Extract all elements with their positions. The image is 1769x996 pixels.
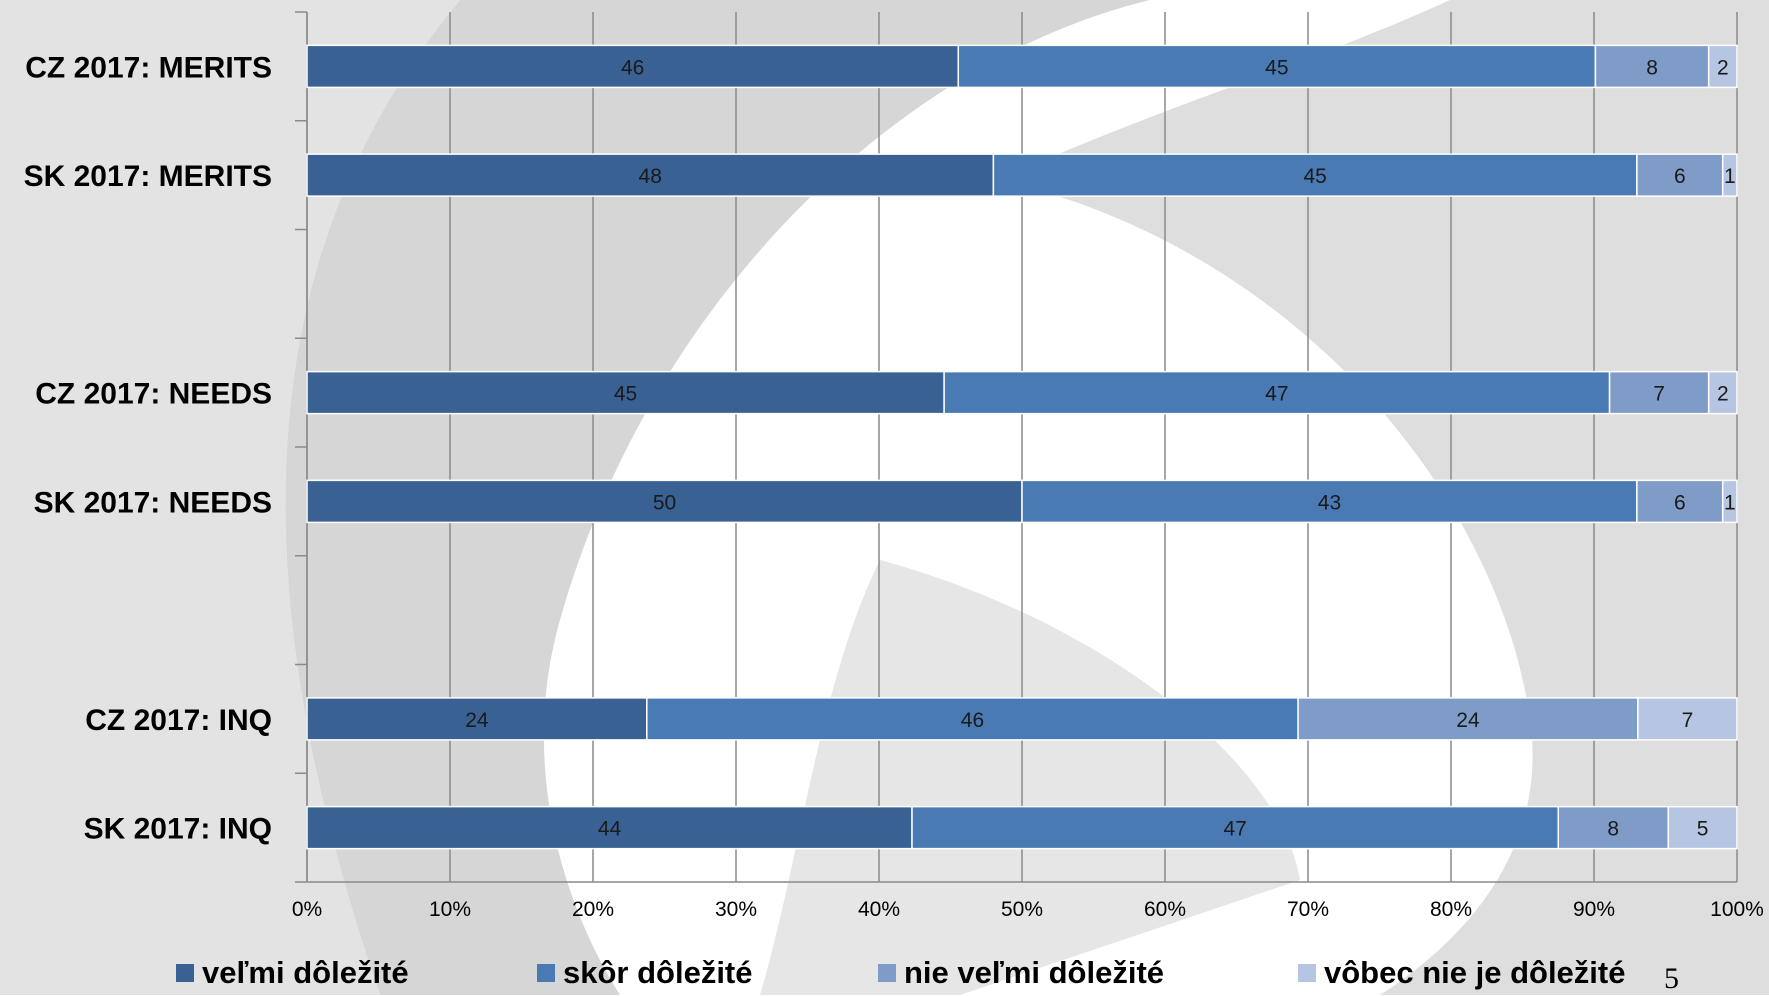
- legend-item-3: nie veľmi dôležité: [878, 955, 1164, 991]
- x-tick-label: 100%: [1710, 898, 1764, 921]
- data-label: 6: [1674, 165, 1686, 188]
- x-tick-label: 60%: [1144, 898, 1186, 921]
- data-label: 46: [961, 709, 984, 732]
- data-label: 1: [1724, 165, 1736, 188]
- bar-segment: [1021, 479, 1638, 524]
- data-label: 47: [1265, 383, 1288, 406]
- category-label: CZ 2017: NEEDS: [35, 378, 272, 411]
- data-label: 48: [639, 165, 662, 188]
- bar-segment: [1608, 370, 1710, 415]
- legend-swatch-3: [878, 964, 896, 982]
- legend-item-1: veľmi dôležité: [176, 955, 409, 991]
- bar-segment: [646, 697, 1299, 741]
- data-label: 7: [1682, 709, 1694, 732]
- legend: veľmi dôležité skôr dôležité nie veľmi d…: [0, 955, 1769, 995]
- bar-segment: [1594, 44, 1710, 89]
- bar-segment: [1297, 697, 1639, 741]
- axes: [295, 11, 1737, 883]
- labels: 0% 10% 20% 30% 40% 50% 60% 70% 80% 90% 100% CZ 2017…: [24, 51, 1764, 921]
- data-label: 5: [1697, 818, 1709, 841]
- bars: [306, 44, 1738, 850]
- data-label: 1: [1724, 491, 1736, 514]
- category-label: CZ 2017: INQ: [85, 704, 272, 737]
- data-label: 8: [1607, 818, 1619, 841]
- x-tick-label: 0%: [292, 898, 322, 921]
- x-tick-label: 50%: [1001, 898, 1043, 921]
- bar-segment: [1721, 479, 1738, 524]
- bar-segment: [992, 153, 1638, 197]
- category-label: CZ 2017: MERITS: [25, 51, 272, 84]
- bar-segment: [306, 153, 995, 197]
- bar-segment: [306, 697, 648, 741]
- bar-segment: [1636, 479, 1724, 524]
- data-label: 44: [598, 818, 622, 841]
- x-tick-label: 70%: [1287, 898, 1329, 921]
- legend-label-2: skôr dôležité: [563, 955, 753, 990]
- data-label: 2: [1717, 56, 1729, 79]
- data-label: 45: [1303, 165, 1326, 188]
- bar-segment: [1707, 370, 1738, 415]
- bar-segment: [957, 44, 1597, 89]
- data-label: 45: [1265, 56, 1288, 79]
- bar-segment: [1707, 44, 1738, 89]
- data-label: 50: [653, 491, 676, 514]
- x-tick-label: 40%: [858, 898, 900, 921]
- data-label: 2: [1717, 383, 1729, 406]
- bar-segment: [1637, 697, 1738, 741]
- bar-segment: [1636, 153, 1724, 197]
- data-label: 7: [1653, 383, 1665, 406]
- bar-segment: [306, 805, 913, 850]
- legend-swatch-1: [176, 964, 194, 982]
- category-label: SK 2017: INQ: [84, 813, 272, 846]
- legend-item-2: skôr dôležité: [537, 955, 753, 991]
- data-label: 24: [465, 709, 489, 732]
- legend-label-3: nie veľmi dôležité: [904, 955, 1165, 990]
- legend-label-1: veľmi dôležité: [202, 955, 409, 990]
- bar-segment: [306, 44, 960, 89]
- data-label: 8: [1646, 56, 1658, 79]
- x-tick-label: 80%: [1430, 898, 1472, 921]
- x-tick-label: 10%: [429, 898, 471, 921]
- legend-label-4: vôbec nie je dôležité: [1324, 955, 1626, 990]
- data-label: 46: [621, 56, 644, 79]
- category-label: SK 2017: MERITS: [24, 160, 272, 193]
- data-label: 45: [614, 383, 637, 406]
- data-label: 24: [1456, 709, 1480, 732]
- x-tick-label: 20%: [572, 898, 614, 921]
- bar-segment: [1721, 153, 1738, 197]
- legend-swatch-4: [1298, 964, 1316, 982]
- x-tick-label: 30%: [715, 898, 757, 921]
- gridlines: [306, 12, 1738, 882]
- legend-swatch-2: [537, 964, 555, 982]
- bar-segment: [306, 479, 1023, 524]
- data-label: 6: [1674, 491, 1686, 514]
- bar-segment: [1557, 805, 1669, 850]
- bar-segment: [1667, 805, 1738, 850]
- data-label: 47: [1223, 818, 1246, 841]
- data-label: 43: [1318, 491, 1341, 514]
- legend-item-4: vôbec nie je dôležité: [1298, 955, 1625, 991]
- x-tick-label: 90%: [1573, 898, 1615, 921]
- bar-segment: [306, 370, 945, 415]
- category-label: SK 2017: NEEDS: [34, 486, 272, 519]
- page-number: 5: [1664, 962, 1679, 995]
